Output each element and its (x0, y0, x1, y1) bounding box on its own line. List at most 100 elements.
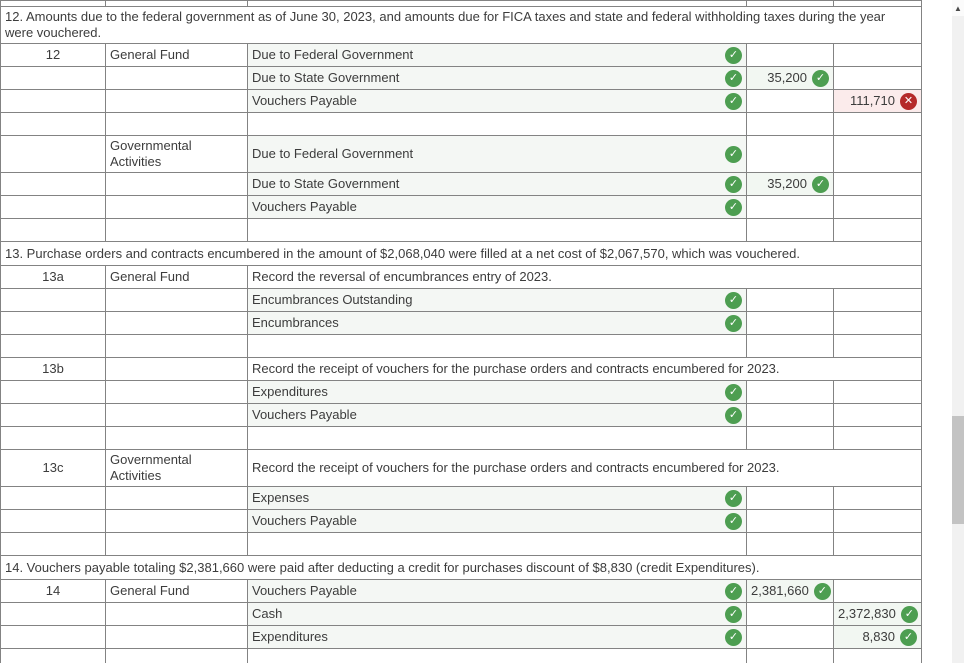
account-cell: Vouchers Payable ✓ (247, 403, 747, 427)
table-row: Expenditures ✓ 8,830 ✓ (0, 625, 922, 649)
entry-number-cell (0, 625, 106, 649)
credit-cell (833, 172, 922, 196)
account-row-content: Expenses ✓ (252, 489, 742, 507)
vertical-scrollbar[interactable]: ▲ (952, 0, 964, 663)
table-row: Vouchers Payable ✓ (0, 195, 922, 219)
account-row-content: Expenditures ✓ (252, 628, 742, 646)
check-icon: ✓ (725, 314, 742, 332)
credit-cell (833, 509, 922, 533)
account-title: Due to Federal Government (252, 146, 414, 161)
debit-cell (746, 380, 834, 404)
account-row-content: Vouchers Payable ✓ (252, 198, 742, 216)
entry-number: 14 (45, 583, 61, 598)
table-row: 13b Record the receipt of vouchers for th… (0, 357, 922, 381)
account-cell: Expenditures ✓ (247, 380, 747, 404)
check-icon: ✓ (900, 605, 918, 623)
credit-cell (833, 195, 922, 219)
entry-number-cell (0, 334, 106, 358)
fund-cell (105, 218, 248, 242)
account-title: Encumbrances (252, 315, 339, 330)
entry-number: 13a (42, 269, 64, 284)
debit-cell (746, 311, 834, 335)
check-icon: ✓ (812, 175, 829, 193)
account-row-content: Due to Federal Government ✓ (252, 145, 742, 163)
credit-cell (833, 43, 922, 67)
entry-number-cell: 14 (0, 579, 106, 603)
account-title: Encumbrances Outstanding (252, 292, 413, 307)
credit-amount: 2,372,830 (838, 606, 896, 621)
entry-description-cell: Record the reversal of encumbrances entr… (247, 265, 922, 289)
debit-cell: 35,200 ✓ (746, 172, 834, 196)
account-title: Vouchers Payable (252, 513, 357, 528)
table-row: Vouchers Payable ✓ (0, 403, 922, 427)
fund-cell (105, 532, 248, 556)
debit-cell (746, 334, 834, 358)
debit-cell (746, 288, 834, 312)
account-title: Due to State Government (252, 176, 400, 191)
fund-cell (105, 602, 248, 626)
check-icon: ✓ (725, 605, 742, 623)
account-cell: Vouchers Payable ✓ (247, 509, 747, 533)
table-row (0, 218, 922, 242)
account-row-content: Vouchers Payable ✓ (252, 406, 742, 424)
fund-cell (105, 625, 248, 649)
fund-cell (105, 486, 248, 510)
debit-cell (746, 426, 834, 450)
table-row: Due to State Government ✓ 35,200 ✓ (0, 172, 922, 196)
account-title: Expenditures (252, 629, 328, 644)
check-icon: ✓ (725, 628, 742, 646)
fund-cell: General Fund (105, 43, 248, 67)
entry-number-cell: 13b (0, 357, 106, 381)
account-cell (247, 334, 747, 358)
account-title: Due to Federal Government (252, 47, 414, 62)
credit-value-group: 111,710 ✕ (850, 92, 917, 110)
account-title: Vouchers Payable (252, 407, 357, 422)
entry-number-cell (0, 648, 106, 663)
section-header: 12. Amounts due to the federal governmen… (0, 6, 922, 44)
entry-number-cell (0, 509, 106, 533)
table-row: Due to State Government ✓ 35,200 ✓ (0, 66, 922, 90)
entry-number-cell (0, 112, 106, 136)
entry-number-cell (0, 403, 106, 427)
credit-cell (833, 648, 922, 663)
account-row-content: Encumbrances Outstanding ✓ (252, 291, 742, 309)
check-icon: ✓ (725, 145, 742, 163)
entry-number-cell (0, 288, 106, 312)
credit-cell (833, 334, 922, 358)
table-row (0, 648, 922, 663)
fund-label: General Fund (110, 47, 190, 62)
credit-cell: 2,372,830 ✓ (833, 602, 922, 626)
debit-cell (746, 135, 834, 173)
fund-cell (105, 334, 248, 358)
account-row-content: Cash ✓ (252, 605, 742, 623)
entry-number-cell (0, 532, 106, 556)
table-row: Vouchers Payable ✓ (0, 509, 922, 533)
table-row: 13a General Fund Record the reversal of en… (0, 265, 922, 289)
check-icon: ✓ (900, 628, 917, 646)
fund-cell: General Fund (105, 265, 248, 289)
scrollbar-up-button[interactable]: ▲ (952, 0, 964, 16)
entry-number-cell (0, 135, 106, 173)
table-row: 13. Purchase orders and contracts encumb… (0, 241, 922, 266)
table-row: Encumbrances Outstanding ✓ (0, 288, 922, 312)
fund-cell (105, 89, 248, 113)
table-row: 14 General Fund Vouchers Payable ✓ 2,381,660… (0, 579, 922, 603)
account-cell (247, 218, 747, 242)
debit-cell (746, 43, 834, 67)
debit-value-group: 2,381,660 ✓ (751, 582, 831, 600)
check-icon: ✓ (725, 406, 742, 424)
debit-amount: 2,381,660 (751, 583, 809, 598)
account-cell: Encumbrances Outstanding ✓ (247, 288, 747, 312)
entry-number-cell: 13a (0, 265, 106, 289)
account-cell: Expenditures ✓ (247, 625, 747, 649)
account-cell: Vouchers Payable ✓ (247, 89, 747, 113)
fund-cell (105, 112, 248, 136)
table-row: Expenses ✓ (0, 486, 922, 510)
account-cell: Vouchers Payable ✓ (247, 579, 747, 603)
table-row: 13c Governmental Activities Record the rec… (0, 449, 922, 487)
credit-value-group: 2,372,830 ✓ (838, 605, 918, 623)
entry-number-cell (0, 66, 106, 90)
scrollbar-thumb[interactable] (952, 416, 964, 524)
scroll-up-icon: ▲ (954, 3, 962, 13)
entry-number: 13b (42, 361, 64, 376)
